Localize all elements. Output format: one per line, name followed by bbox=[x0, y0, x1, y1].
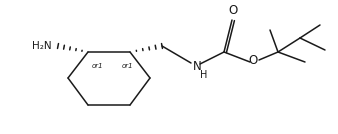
Text: or1: or1 bbox=[121, 63, 133, 69]
Text: N: N bbox=[193, 59, 202, 72]
Text: H: H bbox=[200, 70, 208, 80]
Text: or1: or1 bbox=[91, 63, 103, 69]
Text: O: O bbox=[228, 4, 238, 17]
Text: O: O bbox=[248, 53, 258, 66]
Text: H₂N: H₂N bbox=[32, 41, 52, 51]
